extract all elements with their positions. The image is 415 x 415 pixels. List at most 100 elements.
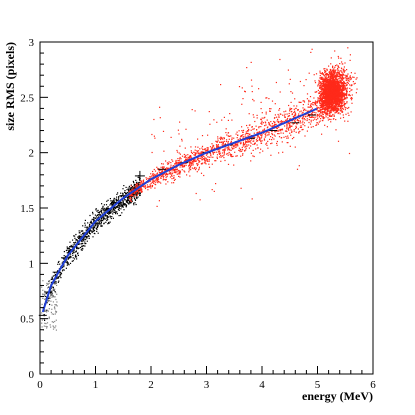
gamma-dot — [212, 153, 214, 155]
gamma-dot — [342, 68, 344, 71]
gamma-dot — [350, 111, 352, 113]
gamma-dot — [157, 179, 159, 181]
gamma-dot — [140, 183, 142, 185]
gamma-dot — [338, 94, 340, 96]
gamma-dot — [317, 99, 319, 101]
gamma-dot — [171, 159, 173, 161]
gamma-dot — [335, 77, 337, 79]
gamma-dot — [313, 74, 315, 76]
low-energy-dot — [113, 200, 115, 202]
low-energy-dot — [111, 200, 113, 202]
gamma-dot — [152, 182, 155, 184]
low-energy-dot — [79, 246, 82, 249]
gamma-dot — [236, 142, 238, 144]
low-energy-dot — [109, 198, 111, 200]
gamma-dot — [132, 192, 134, 194]
gamma-dot — [253, 136, 255, 138]
low-energy-dot — [88, 225, 90, 227]
gamma-dot — [299, 120, 301, 122]
low-energy-dot — [108, 208, 110, 210]
gamma-dot — [314, 100, 317, 102]
gamma-dot — [328, 100, 330, 102]
low-energy-dot — [89, 223, 91, 225]
gamma-dot — [337, 112, 339, 115]
low-energy-dot — [124, 203, 126, 205]
gamma-dot — [348, 80, 350, 82]
gamma-dot — [332, 108, 334, 110]
gamma-dot — [339, 80, 341, 82]
gamma-dot — [165, 176, 167, 178]
gamma-dot — [320, 105, 322, 107]
gamma-dot — [346, 69, 348, 71]
gamma-dot — [319, 120, 321, 122]
gamma-dot — [252, 155, 254, 157]
gamma-dot — [339, 101, 341, 103]
gamma-dot — [325, 96, 327, 99]
low-energy-dot — [83, 237, 85, 239]
gamma-dot — [288, 121, 290, 123]
low-energy-dot — [86, 226, 88, 228]
gamma-dot — [346, 76, 348, 78]
low-energy-dot — [53, 307, 56, 309]
low-energy-dot — [73, 258, 76, 260]
gamma-dot — [197, 152, 199, 154]
low-energy-dot — [122, 200, 124, 202]
gamma-dot — [337, 83, 339, 85]
gamma-dot — [322, 105, 324, 107]
low-energy-dot — [54, 283, 56, 285]
gamma-dot — [325, 78, 327, 80]
gamma-dot — [164, 179, 166, 181]
gamma-dot — [196, 171, 198, 173]
gamma-dot — [265, 97, 267, 99]
low-energy-dot — [71, 260, 73, 262]
gamma-dot — [229, 135, 231, 137]
gamma-dot — [259, 139, 262, 141]
gamma-dot — [200, 156, 202, 158]
gamma-dot — [334, 92, 336, 94]
gamma-dot — [342, 108, 344, 110]
gamma-dot — [325, 102, 327, 104]
gamma-dot — [212, 144, 214, 146]
gamma-dot — [345, 97, 347, 99]
gamma-dot — [183, 153, 185, 156]
gamma-dot — [299, 122, 301, 124]
gamma-dot — [343, 87, 345, 90]
low-energy-dot — [133, 197, 136, 200]
gamma-dot — [342, 99, 344, 102]
low-energy-dot — [73, 252, 75, 254]
low-energy-dot — [58, 276, 60, 278]
gamma-dot — [283, 111, 285, 113]
gamma-dot — [166, 168, 168, 170]
gamma-dot — [278, 130, 280, 132]
gamma-dot — [318, 79, 320, 81]
low-energy-dot — [53, 282, 55, 284]
low-energy-dot — [106, 200, 108, 202]
gamma-dot — [327, 103, 329, 106]
gamma-dot — [328, 71, 330, 73]
gamma-dot — [322, 100, 324, 102]
low-energy-dot — [117, 206, 119, 208]
low-energy-dot — [52, 301, 54, 303]
gamma-dot — [334, 86, 336, 88]
gamma-dot — [189, 161, 191, 163]
gamma-dot — [138, 191, 140, 193]
gamma-dot — [324, 96, 326, 98]
low-energy-dot — [99, 220, 101, 222]
gamma-dot — [321, 101, 323, 103]
low-energy-dot — [88, 232, 91, 234]
low-energy-dot — [66, 246, 68, 248]
low-energy-dot — [112, 217, 114, 219]
gamma-dot — [282, 132, 284, 134]
gamma-dot — [323, 117, 326, 119]
gamma-dot — [319, 102, 321, 104]
low-energy-dot — [127, 199, 129, 201]
gamma-dot — [334, 98, 336, 100]
low-energy-dot — [48, 308, 50, 310]
gamma-dot — [314, 101, 316, 103]
gamma-dot — [293, 130, 295, 132]
gamma-dot — [299, 80, 301, 83]
gamma-dot — [196, 162, 198, 165]
gamma-dot — [343, 93, 345, 95]
gamma-dot — [322, 113, 324, 116]
gamma-dot — [324, 71, 326, 74]
